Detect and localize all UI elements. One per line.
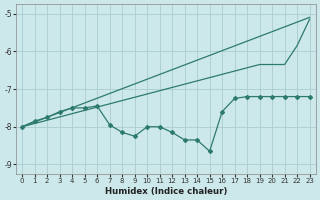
X-axis label: Humidex (Indice chaleur): Humidex (Indice chaleur): [105, 187, 227, 196]
